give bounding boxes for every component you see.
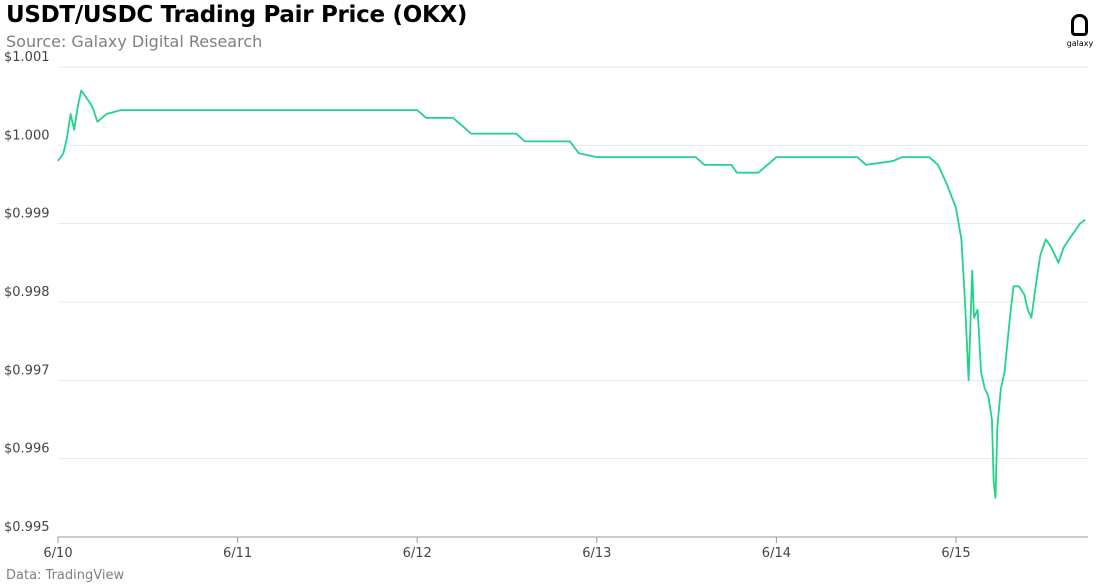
data-source-note: Data: TradingView: [6, 568, 125, 583]
logo-mark: [1071, 14, 1088, 36]
y-tick-label: $0.999: [4, 207, 50, 222]
x-tick-label: 6/11: [223, 546, 252, 561]
y-tick-label: $0.996: [4, 442, 50, 457]
x-tick-label: 6/10: [43, 546, 72, 561]
chart-title: USDT/USDC Trading Pair Price (OKX): [6, 2, 468, 28]
y-tick-label: $1.000: [4, 128, 50, 143]
y-tick-label: $0.995: [4, 520, 50, 535]
chart-subtitle: Source: Galaxy Digital Research: [6, 32, 263, 51]
y-tick-label: $1.001: [4, 50, 50, 65]
price-series-line: [57, 89, 1086, 499]
x-tick-label: 6/14: [762, 546, 791, 561]
x-tick-label: 6/15: [941, 546, 970, 561]
y-tick-label: $0.997: [4, 363, 50, 378]
x-tick-label: 6/13: [582, 546, 611, 561]
logo-text: galaxy: [1066, 39, 1094, 48]
y-tick-label: $0.998: [4, 285, 50, 300]
galaxy-logo-icon: galaxy: [1062, 12, 1098, 52]
x-tick-label: 6/12: [403, 546, 432, 561]
